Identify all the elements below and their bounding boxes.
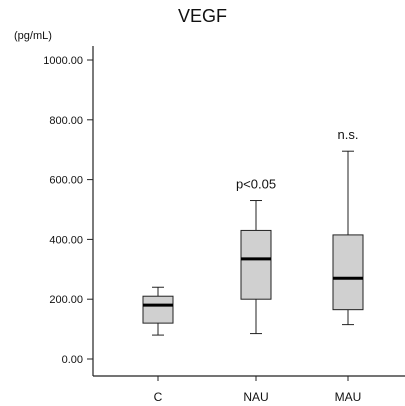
significance-label: p<0.05	[236, 177, 276, 192]
significance-label: n.s.	[338, 127, 359, 142]
y-tick-label: 600.00	[49, 175, 83, 187]
x-tick-label: MAU	[335, 390, 362, 404]
y-unit-label: (pg/mL)	[14, 30, 52, 42]
y-tick-label: 1000.00	[43, 55, 83, 67]
x-tick-label: C	[154, 390, 163, 404]
box-iqr	[142, 295, 174, 324]
x-tick-label: NAU	[243, 390, 268, 404]
chart-title: VEGF	[177, 6, 227, 26]
y-tick-label: 200.00	[49, 294, 83, 306]
y-tick-label: 0.00	[62, 354, 83, 366]
box-iqr	[240, 229, 272, 300]
y-tick-label: 400.00	[49, 234, 83, 246]
y-tick-label: 800.00	[49, 115, 83, 127]
box-iqr	[332, 234, 364, 311]
